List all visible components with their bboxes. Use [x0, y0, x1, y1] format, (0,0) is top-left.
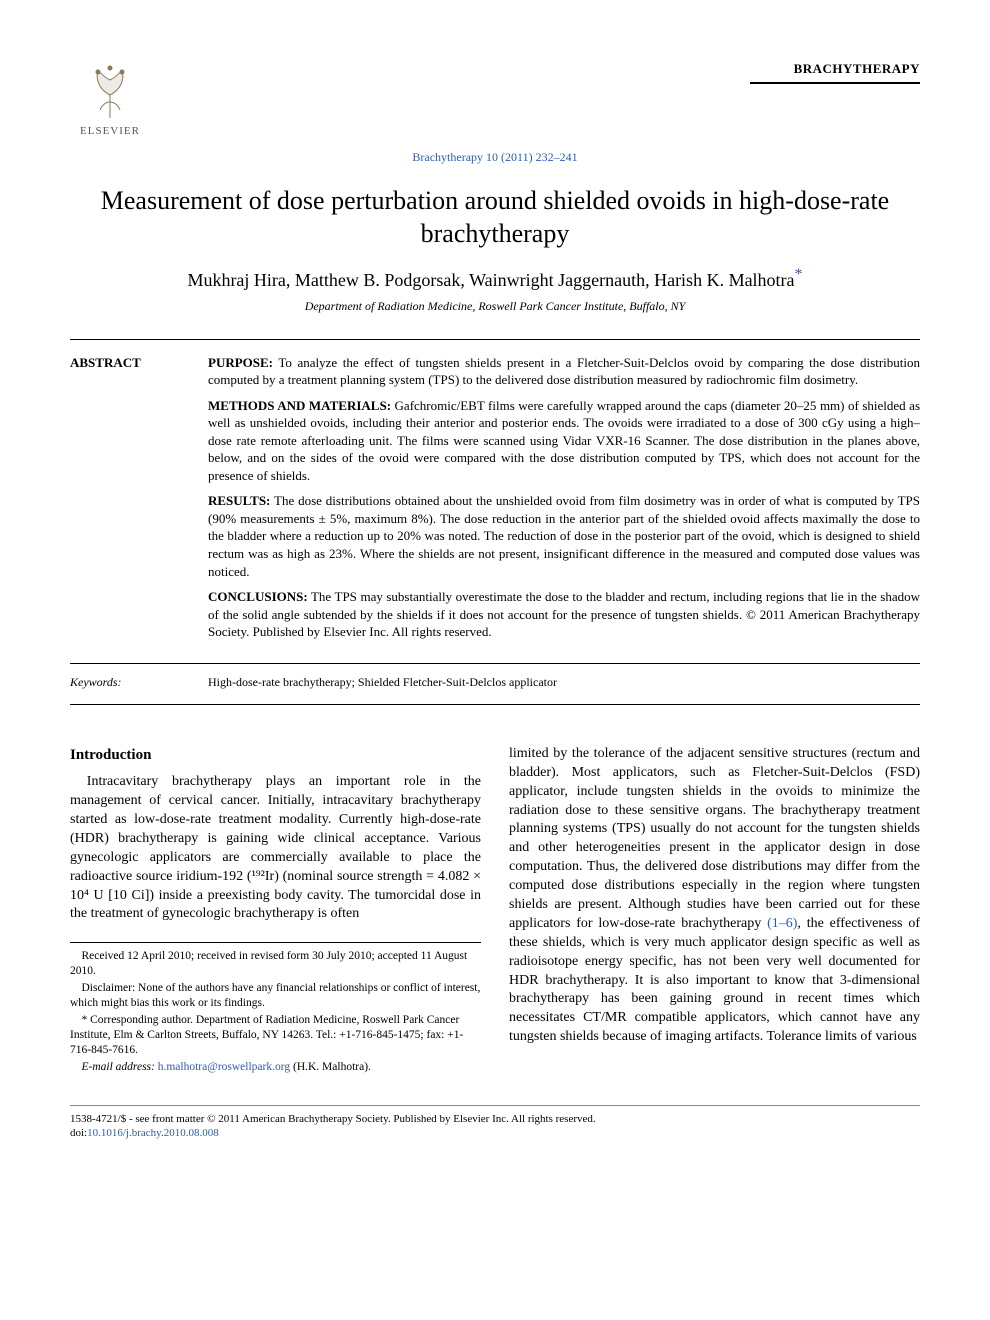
conclusions-head: CONCLUSIONS:: [208, 589, 308, 604]
keywords-text: High-dose-rate brachytherapy; Shielded F…: [208, 674, 920, 690]
journal-brand: BRACHYTHERAPY: [750, 60, 920, 84]
doi-link[interactable]: 10.1016/j.brachy.2010.08.008: [87, 1127, 219, 1139]
page-footer: 1538-4721/$ - see front matter © 2011 Am…: [70, 1105, 920, 1141]
purpose-head: PURPOSE:: [208, 355, 273, 370]
abstract-purpose: PURPOSE: To analyze the effect of tungst…: [208, 354, 920, 389]
authors-names: Mukhraj Hira, Matthew B. Podgorsak, Wain…: [187, 270, 794, 290]
footnote-corresponding: * Corresponding author. Department of Ra…: [70, 1013, 481, 1058]
abstract-methods: METHODS AND MATERIALS: Gafchromic/EBT fi…: [208, 397, 920, 485]
results-text: The dose distributions obtained about th…: [208, 493, 920, 578]
journal-reference: Brachytherapy 10 (2011) 232–241: [70, 149, 920, 165]
email-tail: (H.K. Malhotra).: [290, 1061, 371, 1073]
publisher-logo: ELSEVIER: [70, 60, 150, 139]
footnote-disclaimer: Disclaimer: None of the authors have any…: [70, 981, 481, 1011]
abstract-block: ABSTRACT PURPOSE: To analyze the effect …: [70, 339, 920, 705]
publisher-name: ELSEVIER: [70, 124, 150, 139]
results-head: RESULTS:: [208, 493, 270, 508]
keywords-row: Keywords: High-dose-rate brachytherapy; …: [70, 663, 920, 690]
body-columns: Introduction Intracavitary brachytherapy…: [70, 745, 920, 1075]
doi-label: doi:: [70, 1127, 87, 1139]
footnote-received: Received 12 April 2010; received in revi…: [70, 949, 481, 979]
copyright-line: 1538-4721/$ - see front matter © 2011 Am…: [70, 1112, 920, 1126]
abstract-body: PURPOSE: To analyze the effect of tungst…: [208, 354, 920, 649]
intro-paragraph-col2: limited by the tolerance of the adjacent…: [509, 745, 920, 1047]
authors-line: Mukhraj Hira, Matthew B. Podgorsak, Wain…: [70, 264, 920, 292]
brand-rule: [750, 82, 920, 84]
affiliation: Department of Radiation Medicine, Roswel…: [70, 298, 920, 314]
col2-text-a: limited by the tolerance of the adjacent…: [509, 746, 920, 931]
intro-paragraph-col1: Intracavitary brachytherapy plays an imp…: [70, 773, 481, 924]
email-link[interactable]: h.malhotra@roswellpark.org: [158, 1061, 290, 1073]
abstract-conclusions: CONCLUSIONS: The TPS may substantially o…: [208, 588, 920, 641]
col2-text-b: , the effectiveness of these shields, wh…: [509, 916, 920, 1044]
abstract-results: RESULTS: The dose distributions obtained…: [208, 492, 920, 580]
conclusions-text: The TPS may substantially overestimate t…: [208, 589, 920, 639]
footnote-email: E-mail address: h.malhotra@roswellpark.o…: [70, 1060, 481, 1075]
journal-brand-text: BRACHYTHERAPY: [794, 61, 920, 76]
footnotes-block: Received 12 April 2010; received in revi…: [70, 942, 481, 1075]
email-label: E-mail address:: [82, 1061, 158, 1073]
abstract-label: ABSTRACT: [70, 354, 190, 649]
introduction-heading: Introduction: [70, 745, 481, 765]
keywords-label: Keywords:: [70, 674, 190, 690]
doi-line: doi:10.1016/j.brachy.2010.08.008: [70, 1126, 920, 1140]
page-header: ELSEVIER BRACHYTHERAPY: [70, 60, 920, 139]
elsevier-tree-icon: [80, 60, 140, 120]
corresponding-marker: *: [795, 266, 803, 283]
citation-link[interactable]: (1–6): [767, 916, 797, 931]
methods-head: METHODS AND MATERIALS:: [208, 398, 391, 413]
article-title: Measurement of dose perturbation around …: [70, 185, 920, 250]
purpose-text: To analyze the effect of tungsten shield…: [208, 355, 920, 388]
